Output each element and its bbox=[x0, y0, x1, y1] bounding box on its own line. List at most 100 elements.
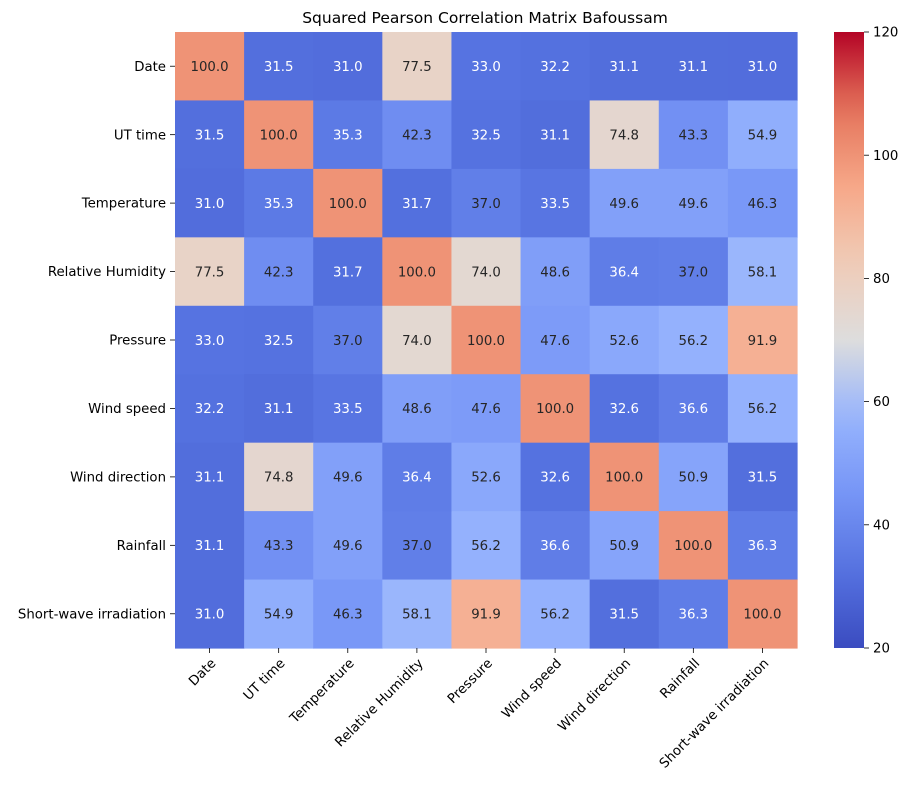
chart-title: Squared Pearson Correlation Matrix Bafou… bbox=[302, 9, 668, 27]
cell-value-label: 36.6 bbox=[540, 539, 570, 554]
cell-value-label: 31.0 bbox=[333, 60, 363, 75]
cell-value-label: 56.2 bbox=[679, 334, 709, 349]
heatmap-cell bbox=[382, 579, 453, 649]
cell-value-label: 100.0 bbox=[743, 608, 781, 623]
heatmap-cell bbox=[727, 100, 798, 170]
heatmap-cell bbox=[313, 579, 383, 649]
x-tick-label: UT time bbox=[241, 656, 288, 703]
heatmap-cell bbox=[451, 579, 522, 649]
cell-value-label: 31.0 bbox=[748, 60, 778, 75]
heatmap-cell bbox=[382, 168, 453, 238]
heatmap-cell bbox=[244, 32, 314, 102]
cell-value-label: 37.0 bbox=[402, 539, 432, 554]
heatmap-cell bbox=[244, 237, 314, 307]
heatmap-cell bbox=[175, 511, 245, 581]
cell-value-label: 52.6 bbox=[471, 471, 501, 486]
cell-value-label: 54.9 bbox=[264, 608, 294, 623]
heatmap-cell bbox=[175, 579, 245, 649]
heatmap-cell bbox=[658, 237, 729, 307]
cell-value-label: 100.0 bbox=[674, 539, 712, 554]
y-tick-label: Wind direction bbox=[70, 470, 166, 485]
heatmap-cell bbox=[589, 374, 660, 444]
heatmap-cell bbox=[382, 511, 453, 581]
heatmap-cell bbox=[313, 168, 383, 238]
cell-value-label: 32.2 bbox=[195, 402, 225, 417]
colorbar-tick-label: 100 bbox=[873, 149, 898, 164]
heatmap-cell bbox=[382, 305, 453, 375]
y-tick-label: Rainfall bbox=[117, 539, 166, 554]
heatmap-cell bbox=[382, 442, 453, 512]
heatmap-cell bbox=[451, 511, 522, 581]
cell-value-label: 58.1 bbox=[748, 265, 778, 280]
x-tick-label: Wind speed bbox=[499, 656, 565, 722]
y-tick-label: Pressure bbox=[109, 334, 166, 349]
heatmap-cell bbox=[727, 168, 798, 238]
y-tick-label: UT time bbox=[114, 128, 166, 143]
heatmap-cell bbox=[658, 305, 729, 375]
x-tick-label: Pressure bbox=[445, 656, 496, 707]
heatmap-cell bbox=[451, 32, 522, 102]
heatmap-cell bbox=[520, 442, 591, 512]
cell-value-label: 47.6 bbox=[540, 334, 570, 349]
y-tick-label: Short-wave irradiation bbox=[18, 607, 166, 622]
heatmap-cell bbox=[313, 100, 383, 170]
heatmap-cell bbox=[244, 168, 314, 238]
cell-value-label: 47.6 bbox=[471, 402, 501, 417]
heatmap-cell bbox=[520, 168, 591, 238]
x-tick-label: Rainfall bbox=[658, 656, 704, 702]
colorbar-tick-label: 40 bbox=[873, 518, 890, 533]
cell-value-label: 77.5 bbox=[402, 60, 432, 75]
cell-value-label: 54.9 bbox=[748, 128, 778, 143]
heatmap-cell bbox=[313, 305, 383, 375]
cell-value-label: 32.6 bbox=[540, 471, 570, 486]
heatmap-cell bbox=[520, 32, 591, 102]
heatmap-cell bbox=[175, 374, 245, 444]
heatmap-cell bbox=[175, 32, 245, 102]
cell-value-label: 42.3 bbox=[264, 265, 294, 280]
heatmap-cell bbox=[589, 168, 660, 238]
cell-value-label: 48.6 bbox=[402, 402, 432, 417]
colorbar-ticks: 20 40 60 80 100 120 bbox=[864, 26, 898, 657]
cell-value-label: 33.5 bbox=[333, 402, 363, 417]
cell-value-label: 56.2 bbox=[471, 539, 501, 554]
colorbar-tick-label: 120 bbox=[873, 26, 898, 41]
cell-value-label: 36.3 bbox=[748, 539, 778, 554]
cell-value-label: 32.6 bbox=[609, 402, 639, 417]
cell-value-label: 49.6 bbox=[333, 539, 363, 554]
cell-value-label: 74.0 bbox=[471, 265, 501, 280]
cell-value-label: 48.6 bbox=[540, 265, 570, 280]
cell-value-label: 43.3 bbox=[679, 128, 709, 143]
heatmap-cell bbox=[727, 374, 798, 444]
colorbar: 20 40 60 80 100 120 bbox=[834, 26, 898, 657]
cell-value-label: 31.1 bbox=[264, 402, 294, 417]
heatmap-cell bbox=[589, 305, 660, 375]
cell-value-label: 31.5 bbox=[748, 471, 778, 486]
heatmap-cell bbox=[313, 374, 383, 444]
heatmap-cell bbox=[520, 511, 591, 581]
colorbar-tick-label: 60 bbox=[873, 395, 890, 410]
cell-value-label: 91.9 bbox=[471, 608, 501, 623]
heatmap-cell bbox=[520, 237, 591, 307]
heatmap-cell bbox=[658, 100, 729, 170]
y-tick-label: Date bbox=[134, 60, 166, 75]
cell-value-label: 31.1 bbox=[609, 60, 639, 75]
cell-value-label: 56.2 bbox=[540, 608, 570, 623]
x-tick-label: Date bbox=[186, 656, 219, 689]
cell-value-label: 31.1 bbox=[540, 128, 570, 143]
heatmap-cell bbox=[313, 511, 383, 581]
heatmap-cell bbox=[520, 579, 591, 649]
cell-value-label: 37.0 bbox=[679, 265, 709, 280]
y-tick-labels: Date UT time Temperature Relative Humidity P… bbox=[18, 60, 175, 622]
cell-value-label: 42.3 bbox=[402, 128, 432, 143]
heatmap-cell bbox=[244, 579, 314, 649]
cell-value-label: 31.0 bbox=[195, 197, 225, 212]
cell-value-label: 74.8 bbox=[609, 128, 639, 143]
cell-value-label: 33.0 bbox=[471, 60, 501, 75]
cell-value-label: 100.0 bbox=[605, 471, 643, 486]
colorbar-tick-label: 20 bbox=[873, 642, 890, 657]
cell-value-label: 100.0 bbox=[260, 128, 298, 143]
heatmap-cell bbox=[382, 237, 453, 307]
cell-value-label: 33.5 bbox=[540, 197, 570, 212]
